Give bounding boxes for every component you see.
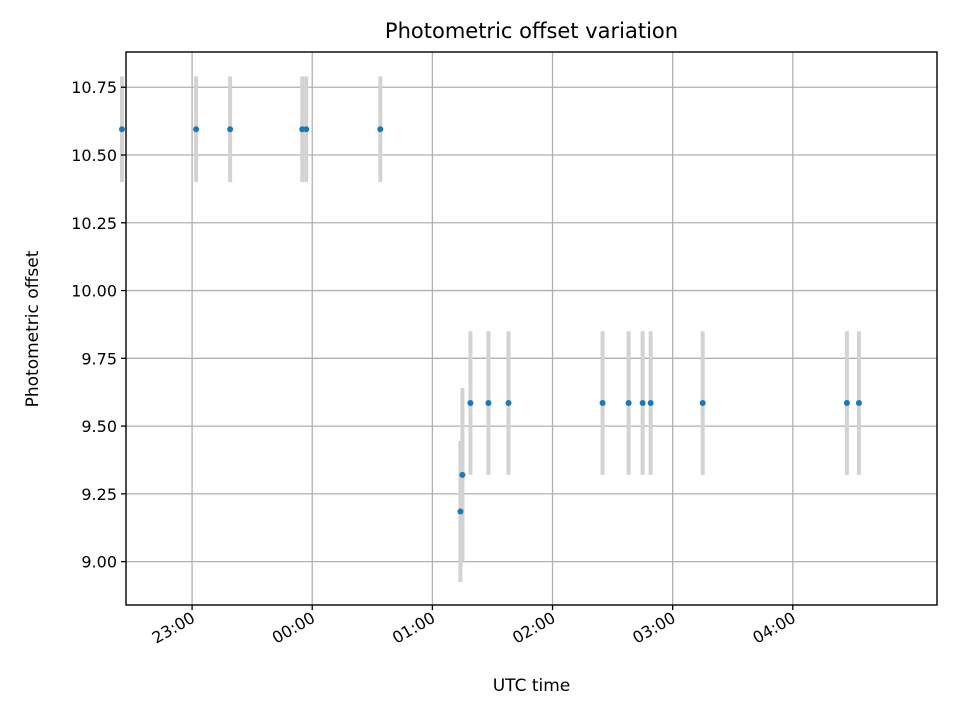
chart-title: Photometric offset variation xyxy=(385,19,678,43)
x-tick-label: 02:00 xyxy=(509,608,558,648)
point-layer xyxy=(118,126,862,515)
data-point xyxy=(505,400,512,407)
x-tick-label: 00:00 xyxy=(269,608,318,648)
data-point xyxy=(647,400,654,407)
y-tick-label: 9.00 xyxy=(81,553,117,572)
data-point xyxy=(467,400,474,407)
y-tick-label: 9.25 xyxy=(81,485,117,504)
y-tick-label: 9.50 xyxy=(81,417,117,436)
y-tick-label: 10.75 xyxy=(71,78,117,97)
grid-layer xyxy=(126,52,937,605)
x-axis-label: UTC time xyxy=(493,676,571,696)
data-point xyxy=(377,126,384,133)
data-point xyxy=(599,400,606,407)
y-tick-label: 10.25 xyxy=(71,214,117,233)
x-tick-label: 04:00 xyxy=(749,608,798,648)
y-tick-label: 9.75 xyxy=(81,349,117,368)
x-tick-label: 01:00 xyxy=(389,608,438,648)
errorbar-layer xyxy=(119,76,861,582)
data-point xyxy=(457,508,464,515)
data-point xyxy=(303,126,310,133)
data-point xyxy=(625,400,632,407)
data-point xyxy=(193,126,200,133)
data-point xyxy=(118,126,125,133)
x-tick-label: 23:00 xyxy=(149,608,198,648)
data-point xyxy=(855,400,862,407)
data-point xyxy=(485,400,492,407)
data-point xyxy=(459,471,466,478)
data-point xyxy=(639,400,646,407)
data-point xyxy=(227,126,234,133)
x-tick-label: 03:00 xyxy=(629,608,678,648)
y-tick-label: 10.00 xyxy=(71,282,117,301)
data-point xyxy=(843,400,850,407)
data-point xyxy=(699,400,706,407)
y-axis-label: Photometric offset xyxy=(23,250,43,407)
y-tick-label: 10.50 xyxy=(71,146,117,165)
plot-frame xyxy=(125,51,938,606)
